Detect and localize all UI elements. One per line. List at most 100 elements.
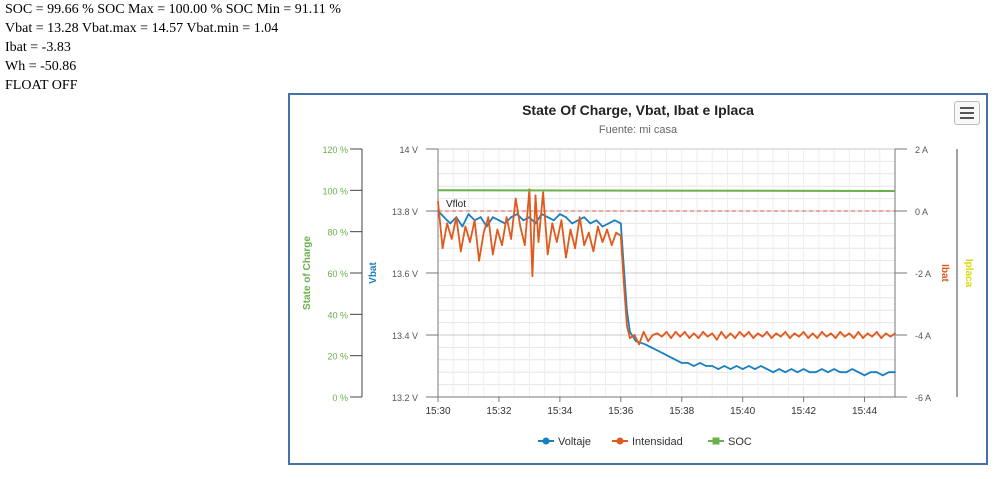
vbat-tick-label: 14 V [399, 145, 418, 155]
series-intensidad-point [597, 225, 599, 228]
series-voltaje-point [629, 331, 631, 333]
series-voltaje-point [790, 368, 793, 370]
vbat-tick-label: 13.8 V [392, 207, 418, 217]
series-intensidad-point [491, 253, 494, 256]
series-intensidad-point [889, 335, 892, 338]
vflot-label: Vflot [446, 199, 466, 210]
series-voltaje-point [546, 216, 549, 219]
x-tick-label: 15:44 [852, 406, 877, 417]
series-intensidad-point [683, 331, 686, 333]
series-intensidad-point [862, 337, 864, 339]
series-intensidad-point [853, 337, 855, 339]
series-intensidad-point [505, 216, 508, 219]
series-intensidad-point [610, 244, 613, 247]
x-tick-label: 15:40 [730, 406, 755, 417]
series-intensidad-point [793, 332, 796, 335]
chart-menu-button[interactable] [954, 101, 980, 125]
series-voltaje-point [814, 371, 817, 374]
series-voltaje-point [839, 371, 842, 374]
series-intensidad-point [880, 337, 883, 339]
series-intensidad-point [565, 256, 567, 259]
series-voltaje-point [559, 213, 561, 215]
series-intensidad-point [674, 331, 677, 333]
series-intensidad-point [779, 335, 782, 338]
series-intensidad-point [875, 331, 878, 333]
soc-tick-label: 80 % [327, 228, 348, 238]
series-intensidad-point [514, 197, 517, 200]
series-intensidad-point [825, 335, 828, 338]
series-intensidad-point [720, 331, 723, 333]
series-intensidad-point [816, 337, 819, 339]
series-intensidad-point [555, 241, 558, 243]
menu-icon-bar-2 [960, 112, 974, 114]
series-voltaje-point [680, 362, 683, 364]
series-intensidad-point [450, 238, 453, 240]
series-voltaje-point [705, 365, 707, 367]
series-voltaje-point [498, 219, 500, 222]
series-intensidad-point [473, 219, 476, 222]
menu-icon [960, 107, 974, 109]
legend-intensidad-label: Intensidad [632, 436, 683, 448]
soc-tick-label: 100 % [322, 186, 348, 196]
series-intensidad-point [496, 228, 499, 231]
series-intensidad-point [626, 324, 628, 327]
ibat-tick-label: -4 A [915, 331, 931, 341]
series-intensidad-point [578, 216, 581, 219]
series-intensidad-point [601, 241, 604, 243]
ibat-tick-label: 2 A [915, 145, 928, 155]
series-voltaje-point [607, 222, 610, 225]
series-intensidad-point [441, 247, 444, 250]
series-intensidad-point [729, 332, 732, 335]
series-intensidad-point [622, 281, 625, 284]
series-intensidad-point [642, 331, 645, 333]
soc-tick-label: 20 % [327, 352, 348, 362]
series-voltaje-point [808, 371, 811, 374]
vbat-tick-label: 13.4 V [392, 331, 418, 341]
soc-readout: SOC = 99.66 % SOC Max = 100.00 % SOC Min… [5, 2, 341, 17]
series-voltaje-point [650, 346, 653, 349]
series-intensidad-point [857, 331, 860, 333]
series-voltaje-point [613, 219, 616, 222]
wh-readout: Wh = -50.86 [5, 59, 77, 74]
series-intensidad-point [798, 335, 800, 338]
series-intensidad-point [629, 337, 631, 339]
chart-title: State Of Charge, Vbat, Ibat e Iplaca [522, 102, 754, 118]
series-intensidad-point [587, 231, 590, 234]
series-voltaje-point [565, 216, 567, 219]
series-intensidad-point [711, 332, 714, 335]
vbat-readout: Vbat = 13.28 Vbat.max = 14.57 Vbat.min =… [5, 21, 279, 36]
series-intensidad-point [651, 334, 654, 336]
series-voltaje-point [583, 216, 586, 219]
series-intensidad-point [469, 241, 471, 243]
series-intensidad-point [437, 200, 439, 203]
x-tick-label: 15:32 [486, 406, 511, 417]
vbat-tick-label: 13.6 V [392, 269, 418, 279]
series-voltaje-point [686, 362, 689, 364]
series-intensidad-point [542, 191, 544, 194]
series-voltaje-point [522, 219, 525, 222]
series-voltaje-point [619, 222, 622, 225]
series-voltaje-point [449, 222, 452, 225]
series-voltaje-point [461, 225, 464, 228]
series-intensidad-point [715, 338, 718, 341]
series-intensidad-point [706, 335, 709, 338]
series-intensidad-point [894, 332, 896, 335]
series-intensidad-point [647, 340, 650, 343]
series-voltaje-point [863, 374, 866, 377]
series-intensidad-point [702, 331, 704, 333]
series-soc-line [437, 189, 896, 192]
series-voltaje-point [656, 349, 659, 352]
series-intensidad-point [807, 337, 810, 339]
series-voltaje-point [760, 365, 762, 367]
series-voltaje-point [668, 355, 671, 358]
series-voltaje-point [857, 371, 860, 374]
series-intensidad-point [459, 250, 462, 253]
ibat-tick-label: -2 A [915, 269, 931, 279]
series-voltaje-point [729, 368, 732, 370]
series-intensidad-point [766, 331, 768, 333]
series-intensidad-point [560, 219, 563, 222]
series-intensidad-point [775, 332, 778, 335]
series-voltaje-point [644, 343, 647, 346]
series-voltaje-point [754, 368, 756, 370]
x-tick-label: 15:36 [608, 406, 633, 417]
